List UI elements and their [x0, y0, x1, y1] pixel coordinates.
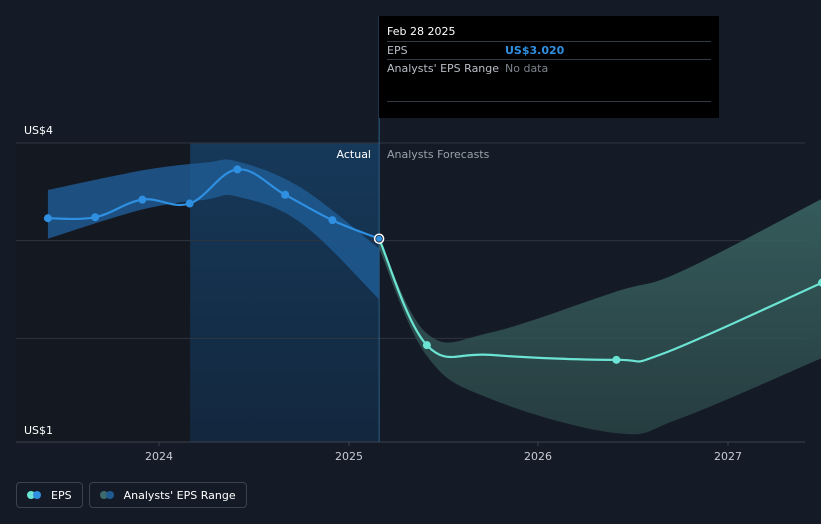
eps-marker-actual-4 — [233, 165, 242, 174]
y-tick-label-bottom: US$1 — [24, 424, 53, 437]
legend-eps-button[interactable]: EPS — [16, 482, 83, 508]
legend-range-label: Analysts' EPS Range — [123, 488, 236, 502]
eps-marker-forecast-1 — [422, 341, 431, 350]
tooltip-divider — [387, 77, 711, 102]
range-area-forecast — [379, 199, 821, 435]
eps-marker-actual-1 — [91, 213, 100, 222]
tooltip-range-row: Analysts' EPS Range No data — [387, 59, 711, 77]
x-tick-label-2024: 2024 — [145, 450, 173, 463]
label-layer: Actual Analysts Forecasts US$4 US$1 2024 20… — [24, 124, 742, 463]
x-tick-label-2027: 2027 — [714, 450, 742, 463]
eps-marker-actual-5 — [281, 190, 290, 199]
eps-marker-actual-3 — [185, 199, 194, 208]
legend-eps-label: EPS — [51, 488, 72, 502]
eps-marker-actual-2 — [138, 195, 147, 204]
actual-label: Actual — [337, 148, 371, 161]
marker-layer — [43, 165, 821, 364]
eps-marker-actual-0 — [43, 214, 52, 223]
range-layer — [47, 159, 821, 435]
eps-marker-forecast-3 — [612, 355, 621, 364]
tooltip-date: Feb 28 2025 — [387, 25, 456, 38]
tooltip-range-label: Analysts' EPS Range — [387, 62, 500, 75]
line-layer — [46, 168, 821, 363]
tooltip-eps-row: EPS US$3.020 — [387, 41, 711, 59]
analysts-forecasts-label: Analysts Forecasts — [387, 148, 490, 161]
tooltip: Feb 28 2025 EPS US$3.020 Analysts' EPS R… — [379, 16, 719, 118]
x-tick-label-2025: 2025 — [335, 450, 363, 463]
eps-swatch-icon — [27, 490, 43, 500]
tooltip-eps-value: US$3.020 — [505, 44, 565, 57]
eps-marker-forecast-5 — [817, 278, 821, 287]
legend: EPS Analysts' EPS Range — [16, 482, 247, 508]
eps-marker-current-fill — [376, 235, 383, 242]
range-swatch-icon — [99, 490, 116, 500]
eps-line-actual — [46, 168, 381, 240]
legend-range-button[interactable]: Analysts' EPS Range — [88, 482, 247, 508]
x-tick-label-2026: 2026 — [524, 450, 552, 463]
tooltip-eps-label: EPS — [387, 44, 408, 57]
eps-marker-actual-6 — [328, 216, 337, 225]
eps-line-forecast — [378, 237, 821, 363]
tooltip-range-value: No data — [505, 62, 549, 75]
y-tick-label-top: US$4 — [24, 124, 53, 137]
range-area-actual — [47, 159, 380, 300]
